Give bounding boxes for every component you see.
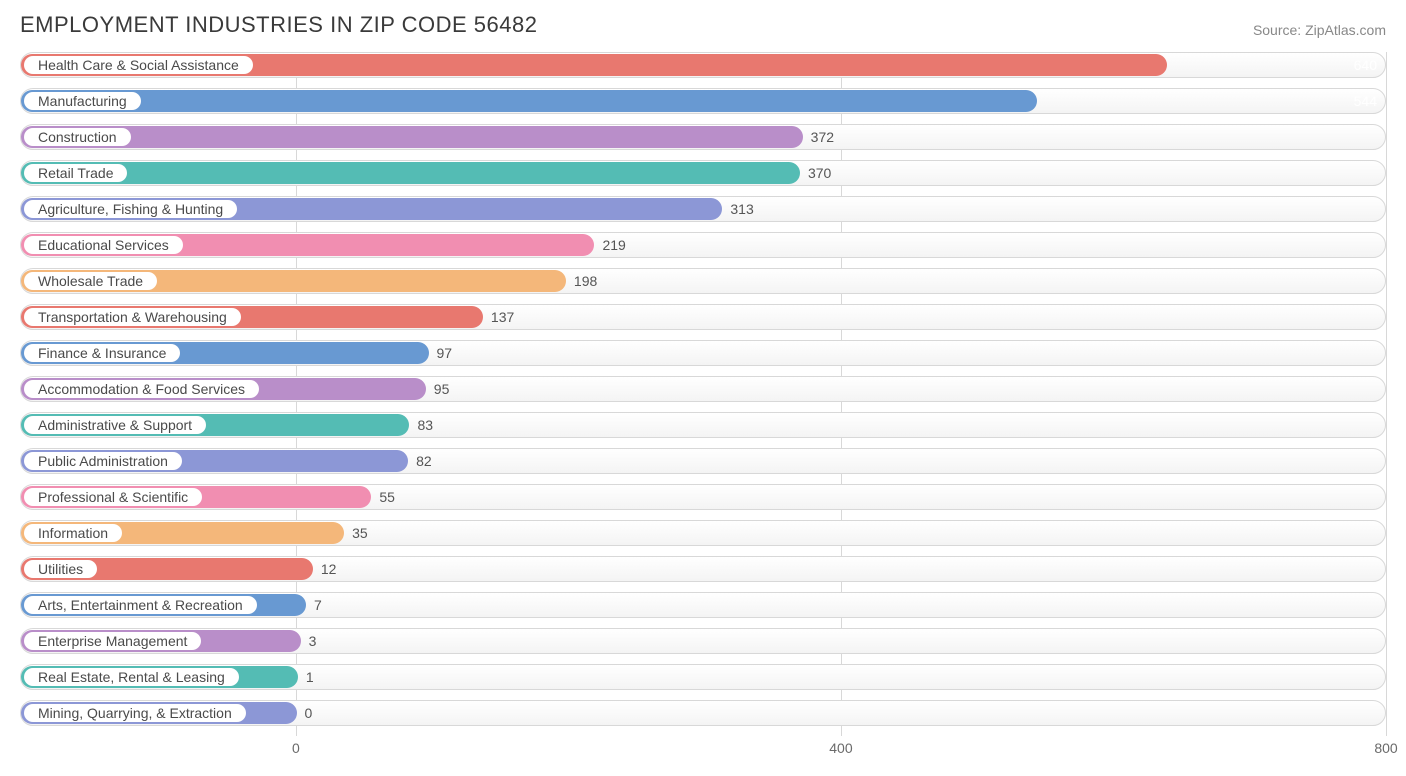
axis-tick-label: 0 bbox=[292, 740, 300, 756]
axis-tick-label: 800 bbox=[1374, 740, 1397, 756]
bar-label-pill: Agriculture, Fishing & Hunting bbox=[24, 200, 237, 218]
bar-label-pill: Wholesale Trade bbox=[24, 272, 157, 290]
chart-header: EMPLOYMENT INDUSTRIES IN ZIP CODE 56482 … bbox=[20, 12, 1386, 38]
gridline bbox=[1386, 52, 1387, 736]
bar-label-pill: Educational Services bbox=[24, 236, 183, 254]
bar-label-pill: Arts, Entertainment & Recreation bbox=[24, 596, 257, 614]
bar-row: Wholesale Trade 198 bbox=[20, 268, 1386, 294]
bar-row: Enterprise Management 3 bbox=[20, 628, 1386, 654]
chart-source: Source: ZipAtlas.com bbox=[1253, 22, 1386, 38]
bar-value: 0 bbox=[297, 701, 321, 725]
bar-value: 370 bbox=[800, 161, 839, 185]
bar-value: 640 bbox=[239, 53, 1385, 77]
bar-row: Accommodation & Food Services 95 bbox=[20, 376, 1386, 402]
bar-value: 7 bbox=[306, 593, 330, 617]
bar-value: 3 bbox=[301, 629, 325, 653]
bar-row: Construction 372 bbox=[20, 124, 1386, 150]
bar-value: 83 bbox=[409, 413, 441, 437]
bar-label-pill: Health Care & Social Assistance bbox=[24, 56, 253, 74]
bar-label-pill: Administrative & Support bbox=[24, 416, 206, 434]
bar-label-pill: Finance & Insurance bbox=[24, 344, 180, 362]
bar-value: 313 bbox=[722, 197, 761, 221]
bar-row: Utilities 12 bbox=[20, 556, 1386, 582]
bar-row: Professional & Scientific 55 bbox=[20, 484, 1386, 510]
bars-container: Health Care & Social Assistance640 Manufa… bbox=[20, 52, 1386, 726]
bar-label-pill: Accommodation & Food Services bbox=[24, 380, 259, 398]
bar-label-pill: Retail Trade bbox=[24, 164, 127, 182]
bar-value: 1 bbox=[298, 665, 322, 689]
bar-value: 97 bbox=[429, 341, 461, 365]
bar-row: Public Administration 82 bbox=[20, 448, 1386, 474]
bar-row: Real Estate, Rental & Leasing 1 bbox=[20, 664, 1386, 690]
bar-row: Health Care & Social Assistance640 bbox=[20, 52, 1386, 78]
bar-value: 372 bbox=[803, 125, 842, 149]
bar-label-pill: Manufacturing bbox=[24, 92, 141, 110]
bar-row: Transportation & Warehousing 137 bbox=[20, 304, 1386, 330]
bar-row: Agriculture, Fishing & Hunting 313 bbox=[20, 196, 1386, 222]
bar-value: 544 bbox=[369, 89, 1385, 113]
bar-label-pill: Real Estate, Rental & Leasing bbox=[24, 668, 239, 686]
bar-row: Manufacturing 544 bbox=[20, 88, 1386, 114]
x-axis: 0400800 bbox=[20, 736, 1386, 760]
bar-row: Retail Trade 370 bbox=[20, 160, 1386, 186]
bar-value: 95 bbox=[426, 377, 458, 401]
bar-row: Mining, Quarrying, & Extraction 0 bbox=[20, 700, 1386, 726]
bar-label-pill: Construction bbox=[24, 128, 131, 146]
bar-label-pill: Information bbox=[24, 524, 122, 542]
bar-row: Finance & Insurance 97 bbox=[20, 340, 1386, 366]
bar-row: Administrative & Support 83 bbox=[20, 412, 1386, 438]
bar-value: 55 bbox=[371, 485, 403, 509]
bar-value: 82 bbox=[408, 449, 440, 473]
bar-fill bbox=[21, 162, 800, 184]
bar-label-pill: Transportation & Warehousing bbox=[24, 308, 241, 326]
bar-value: 137 bbox=[483, 305, 522, 329]
bar-row: Information 35 bbox=[20, 520, 1386, 546]
bar-fill bbox=[21, 126, 803, 148]
bar-row: Arts, Entertainment & Recreation 7 bbox=[20, 592, 1386, 618]
bar-label-pill: Utilities bbox=[24, 560, 97, 578]
bar-value: 12 bbox=[313, 557, 345, 581]
axis-tick-label: 400 bbox=[829, 740, 852, 756]
chart-area: Health Care & Social Assistance640 Manufa… bbox=[20, 52, 1386, 760]
bar-value: 35 bbox=[344, 521, 376, 545]
chart-title: EMPLOYMENT INDUSTRIES IN ZIP CODE 56482 bbox=[20, 12, 538, 38]
bar-value: 198 bbox=[566, 269, 605, 293]
bar-label-pill: Public Administration bbox=[24, 452, 182, 470]
bar-label-pill: Professional & Scientific bbox=[24, 488, 202, 506]
bar-label-pill: Mining, Quarrying, & Extraction bbox=[24, 704, 246, 722]
bar-value: 219 bbox=[594, 233, 633, 257]
bar-row: Educational Services 219 bbox=[20, 232, 1386, 258]
bar-label-pill: Enterprise Management bbox=[24, 632, 201, 650]
